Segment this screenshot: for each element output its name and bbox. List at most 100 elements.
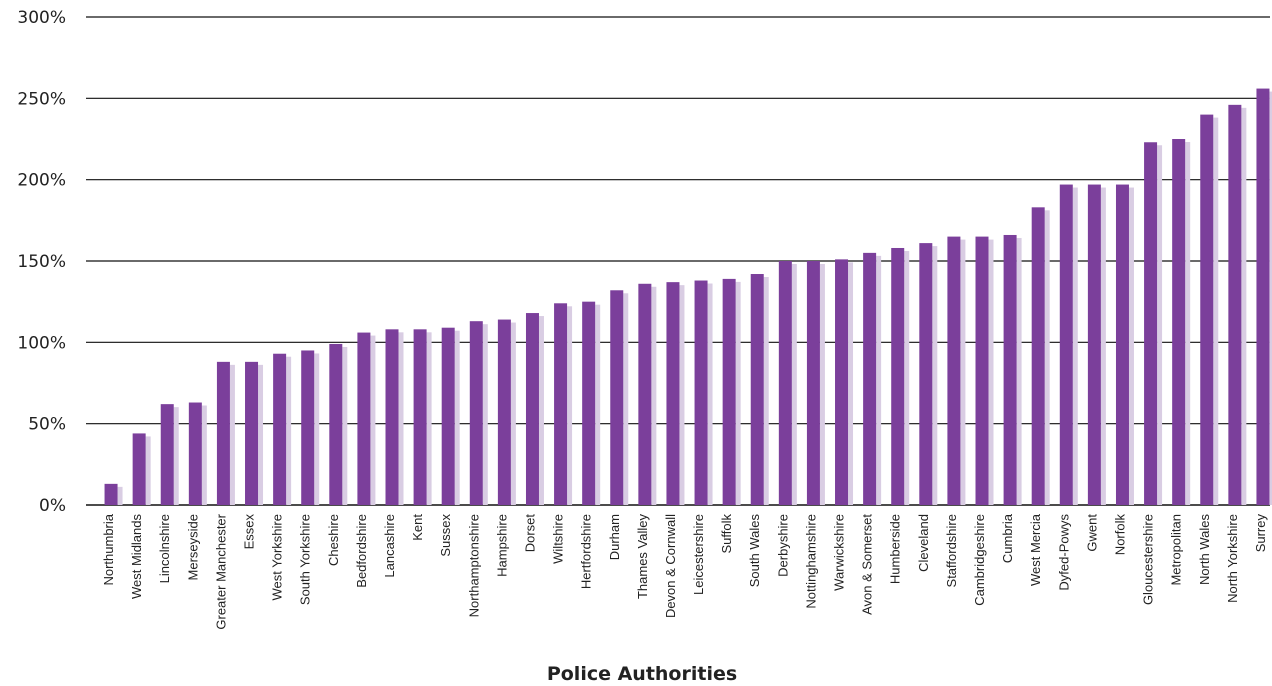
bar	[610, 290, 624, 505]
x-tick-label: Devon & Cornwall	[663, 514, 678, 618]
x-tick-label: Hertfordshire	[579, 514, 594, 589]
bar-shadow	[932, 246, 938, 505]
bar	[554, 303, 568, 505]
bar-shadow	[173, 407, 179, 505]
bar-shadow	[1128, 187, 1134, 505]
x-tick-label: Staffordshire	[944, 514, 959, 587]
bar	[1200, 114, 1214, 505]
x-tick-label: Lincolnshire	[157, 514, 172, 583]
bar	[1228, 104, 1242, 505]
bar	[525, 313, 539, 505]
x-tick-label: Northamptonshire	[466, 514, 481, 617]
x-tick-label: Cheshire	[326, 514, 341, 566]
bar-shadow	[1044, 210, 1050, 505]
bar-shadow	[1213, 117, 1219, 505]
bar-shadow	[370, 335, 376, 505]
bar	[835, 259, 849, 505]
bar-shadow	[904, 250, 910, 505]
x-tick-label: Derbyshire	[775, 514, 790, 577]
bar	[919, 243, 933, 505]
bar-shadow	[848, 262, 854, 505]
x-tick-label: Gloucestershire	[1141, 514, 1156, 605]
x-tick-label: Surrey	[1253, 514, 1268, 553]
bar-shadow	[1185, 142, 1191, 505]
bar-shadow	[1100, 187, 1106, 505]
bar-shadow	[426, 332, 432, 505]
bar-shadow	[538, 316, 544, 505]
x-tick-label: Durham	[607, 514, 622, 560]
bar	[1003, 234, 1017, 505]
x-tick-label: South Yorkshire	[298, 514, 313, 605]
bar-shadow	[229, 364, 235, 505]
bar	[469, 321, 483, 505]
y-axis-ticks: 0% 50% 100% 150% 200% 250% 300%	[17, 8, 66, 516]
bar-shadow	[482, 324, 488, 505]
x-tick-label: Lancashire	[382, 514, 397, 578]
bar	[1031, 207, 1045, 505]
bar	[132, 433, 146, 505]
x-tick-label: West Yorkshire	[270, 514, 285, 600]
x-tick-label: West Midlands	[129, 514, 144, 600]
x-tick-label: Dorset	[522, 514, 537, 553]
bar-shadow	[258, 364, 264, 505]
bar-shadow	[819, 264, 825, 505]
x-axis-ticks: Northumbria West Midlands Lincolnshire Mers…	[101, 513, 1268, 629]
bar	[104, 483, 118, 505]
y-tick-label: 0%	[39, 496, 66, 516]
bar-shadow	[1072, 187, 1078, 505]
bar	[778, 261, 792, 505]
x-tick-label: North Yorkshire	[1225, 514, 1240, 603]
x-tick-label: Sussex	[438, 514, 453, 557]
x-tick-label: Wiltshire	[551, 514, 566, 564]
x-tick-label: Nottinghamshire	[803, 514, 818, 609]
x-tick-label: Cleveland	[916, 514, 931, 572]
x-tick-label: Gwent	[1084, 514, 1099, 552]
bar	[806, 261, 820, 505]
bar-shadow	[623, 293, 629, 505]
bar-shadow	[595, 304, 601, 505]
x-tick-label: Bedfordshire	[354, 514, 369, 588]
y-tick-label: 100%	[17, 333, 66, 353]
bar-shadow	[510, 322, 516, 505]
bar	[750, 274, 764, 505]
bar-shadow	[398, 332, 404, 505]
bar-shadow	[876, 255, 882, 505]
bar-shadow	[145, 436, 151, 505]
bar	[666, 282, 680, 505]
x-tick-label: Greater Manchester	[213, 513, 228, 629]
y-tick-label: 300%	[17, 8, 66, 28]
x-tick-label: Merseyside	[185, 514, 200, 580]
x-tick-label: Kent	[410, 514, 425, 541]
y-tick-label: 50%	[28, 415, 66, 435]
bar-shadow	[1269, 91, 1272, 505]
bar	[329, 343, 343, 505]
bar-shadow	[117, 486, 123, 505]
bar-shadow	[286, 356, 292, 505]
bar	[1256, 88, 1270, 505]
bar-shadow	[1016, 237, 1022, 505]
x-tick-label: Dyfed-Powys	[1056, 514, 1071, 591]
bar	[722, 278, 736, 505]
x-tick-label: Avon & Somerset	[860, 514, 875, 615]
bar	[975, 236, 989, 505]
bar	[216, 361, 230, 505]
bar	[385, 329, 399, 505]
y-tick-label: 250%	[17, 89, 66, 109]
x-tick-label: West Mercia	[1028, 513, 1043, 586]
bars	[104, 88, 1272, 505]
x-tick-label: Humberside	[888, 514, 903, 584]
x-tick-label: Hampshire	[494, 514, 509, 577]
x-tick-label: Cambridgeshire	[972, 514, 987, 606]
bar	[273, 353, 287, 505]
bar-shadow	[988, 239, 994, 505]
bar-shadow	[1241, 107, 1247, 505]
bar-shadow	[707, 283, 713, 505]
bar	[891, 247, 905, 505]
y-tick-label: 150%	[17, 252, 66, 272]
bar-shadow	[567, 306, 573, 505]
x-tick-label: Northumbria	[101, 513, 116, 585]
bar	[497, 319, 511, 505]
bar	[638, 283, 652, 505]
bar	[413, 329, 427, 505]
